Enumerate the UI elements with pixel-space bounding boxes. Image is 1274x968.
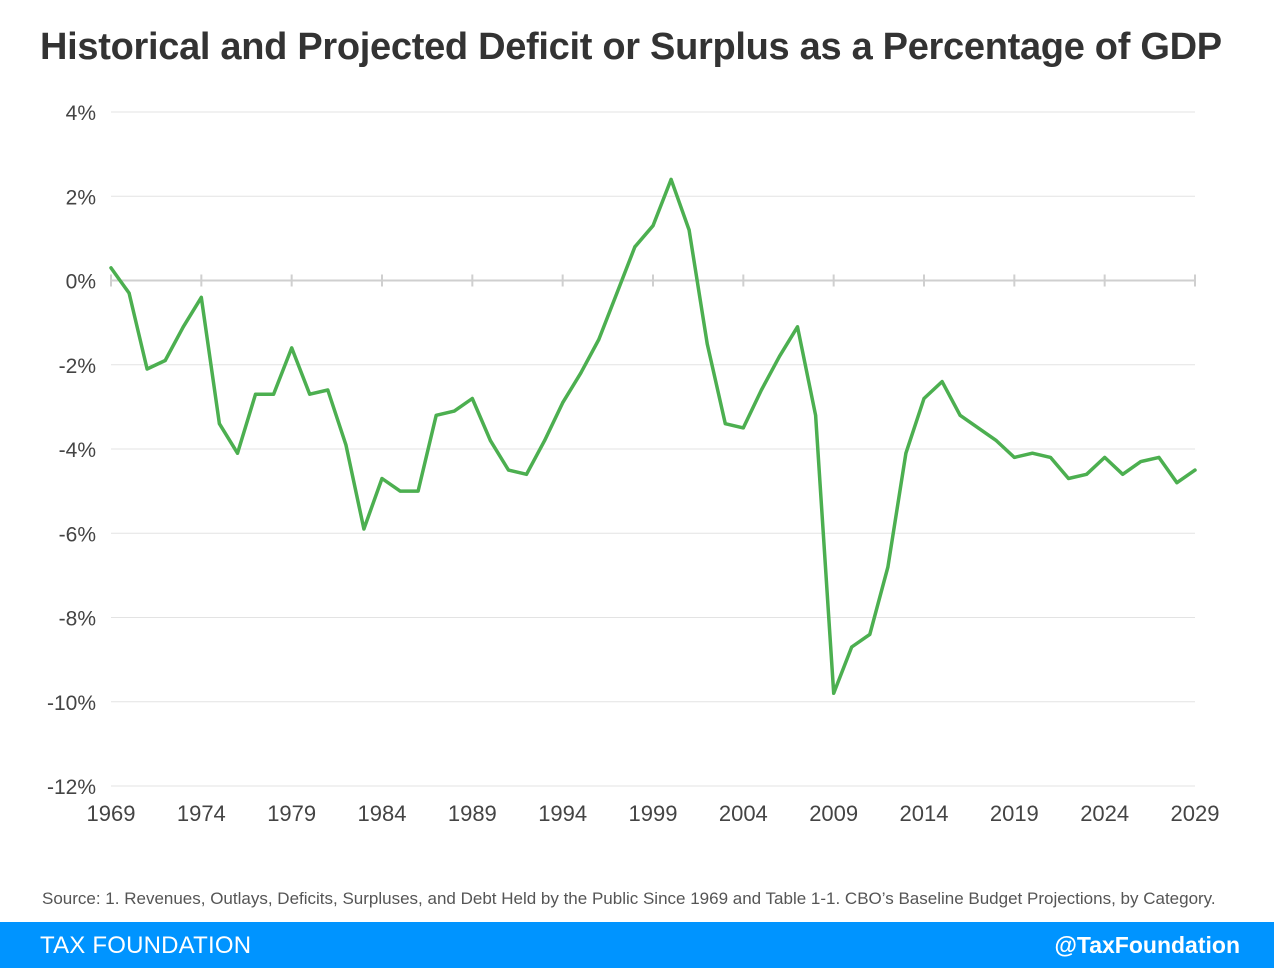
y-tick-label: -12% (47, 776, 96, 799)
data-point (145, 367, 149, 371)
y-tick-label: 2% (66, 186, 96, 209)
data-point (452, 409, 456, 413)
data-point (326, 388, 330, 392)
data-point (1139, 460, 1143, 464)
data-point (759, 388, 763, 392)
y-axis-tick-labels: 4% 2% 0% -2% -4% -6% -8% -10% -12% (47, 102, 96, 799)
data-point (615, 291, 619, 295)
data-point (434, 413, 438, 417)
data-point (199, 295, 203, 299)
x-tick-label: 1969 (87, 801, 136, 826)
data-point (1175, 481, 1179, 485)
data-point (290, 346, 294, 350)
data-point (579, 371, 583, 375)
data-point (254, 392, 258, 396)
data-point (1085, 472, 1089, 476)
data-point (958, 413, 962, 417)
x-tick-label: 2024 (1080, 801, 1129, 826)
x-tick-label: 2019 (990, 801, 1039, 826)
data-point (814, 413, 818, 417)
y-tick-label: 4% (66, 102, 96, 125)
x-tick-label: 1984 (358, 801, 407, 826)
data-point (886, 565, 890, 569)
series-group (109, 177, 1197, 696)
data-point (362, 527, 366, 531)
data-point (561, 401, 565, 405)
data-point (308, 392, 312, 396)
x-tick-label: 1999 (629, 801, 678, 826)
x-tick-label: 1979 (267, 801, 316, 826)
data-point (850, 645, 854, 649)
line-chart: 4%2%0%-2%-4%-6%-8%-10%-12% 1969 1974 1979 1… (47, 102, 1220, 826)
footer-brand: TAX FOUNDATION (40, 932, 252, 959)
data-point (687, 228, 691, 232)
data-point (109, 266, 113, 270)
x-tick-label: 2004 (719, 801, 768, 826)
data-point (976, 426, 980, 430)
data-point (1030, 451, 1034, 455)
data-point (127, 291, 131, 295)
data-point (344, 443, 348, 447)
data-point (705, 342, 709, 346)
data-point (922, 396, 926, 400)
data-point (1012, 455, 1016, 459)
y-tick-label: -8% (59, 608, 96, 631)
data-point (633, 245, 637, 249)
data-point (506, 468, 510, 472)
x-tick-label: 1989 (448, 801, 497, 826)
x-tick-label: 1974 (177, 801, 226, 826)
series-line (109, 177, 1197, 696)
data-point (470, 396, 474, 400)
data-point (940, 380, 944, 384)
data-point (832, 691, 836, 695)
data-point (904, 451, 908, 455)
data-point (1157, 455, 1161, 459)
x-tick-label: 2029 (1171, 801, 1220, 826)
x-tick-label: 1994 (538, 801, 587, 826)
x-tick-label: 2009 (809, 801, 858, 826)
data-point (651, 224, 655, 228)
data-point (416, 489, 420, 493)
data-point (723, 422, 727, 426)
data-point (994, 439, 998, 443)
data-point (217, 422, 221, 426)
data-point (1103, 455, 1107, 459)
x-axis (110, 274, 1196, 287)
y-tick-label: -10% (47, 692, 96, 715)
data-point (525, 472, 529, 476)
data-point (181, 325, 185, 329)
data-point (1121, 472, 1125, 476)
x-axis-tick-labels: 1969 1974 1979 1984 1989 1994 1999 2004 2009 2014… (87, 801, 1220, 826)
data-point (741, 426, 745, 430)
y-tick-label: -2% (59, 355, 96, 378)
data-point (1193, 468, 1197, 472)
data-point (1067, 476, 1071, 480)
x-tick-label: 2014 (900, 801, 949, 826)
data-point (543, 439, 547, 443)
data-point (777, 354, 781, 358)
data-point (796, 325, 800, 329)
data-point (398, 489, 402, 493)
grid-lines (111, 111, 1195, 787)
data-point (272, 392, 276, 396)
data-point (868, 632, 872, 636)
y-tick-label: -6% (59, 523, 96, 546)
footer-handle: @TaxFoundation (1054, 932, 1240, 958)
data-point (488, 439, 492, 443)
footer-bar: TAX FOUNDATION @TaxFoundation (0, 922, 1274, 968)
data-point (163, 359, 167, 363)
data-point (1048, 455, 1052, 459)
source-note: Source: 1. Revenues, Outlays, Deficits, … (42, 889, 1216, 908)
chart-title: Historical and Projected Deficit or Surp… (40, 26, 1222, 68)
data-point (597, 337, 601, 341)
y-tick-label: -4% (59, 439, 96, 462)
data-point (235, 451, 239, 455)
y-tick-label: 0% (66, 271, 96, 294)
data-point (380, 476, 384, 480)
data-point (669, 177, 673, 181)
